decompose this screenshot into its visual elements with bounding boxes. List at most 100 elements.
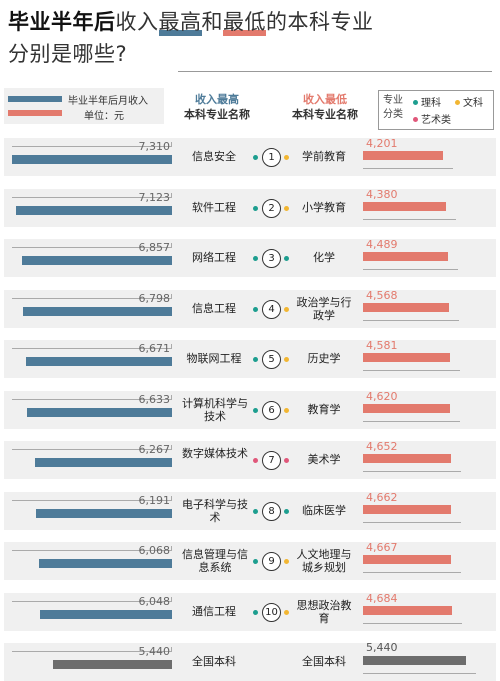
category-humanities: 文科 <box>455 94 483 109</box>
lowest-major-name: 历史学 <box>307 352 341 365</box>
legend-swatch-blue <box>8 96 62 102</box>
right-bar <box>363 353 450 362</box>
title-line2: 分别是哪些? <box>8 42 128 66</box>
lowest-major-name: 思想政治教育 <box>296 598 352 625</box>
left-guide-tick <box>171 546 172 550</box>
chart-title: 毕业半年后收入最高和最低的本科专业 分别是哪些? <box>8 6 492 70</box>
left-guide-tick <box>171 243 172 247</box>
lowest-category-dot <box>284 407 289 413</box>
highest-major-name: 信息安全 <box>192 150 236 163</box>
right-bar <box>363 201 446 211</box>
lowest-category-dot <box>284 357 289 362</box>
science-dot-icon <box>413 100 418 105</box>
lowest-major-name: 教育学 <box>307 402 341 416</box>
lowest-major-name: 学前教育 <box>302 150 346 163</box>
header-lowest: 收入最低 本科专业名称 <box>280 92 370 122</box>
right-guide-line <box>363 420 461 422</box>
right-guide-line <box>363 269 458 270</box>
left-value-label: 6,798 <box>138 291 171 305</box>
title-part1: 收入 <box>115 10 159 34</box>
lowest-major-name: 小学教育 <box>302 200 346 214</box>
left-bar <box>26 407 172 417</box>
humanities-dot-icon <box>455 100 460 105</box>
left-guide-line <box>12 348 172 349</box>
right-bar <box>363 151 443 160</box>
left-bar <box>36 508 172 518</box>
left-value-label: 6,267 <box>138 443 171 456</box>
right-value-label: 4,201 <box>366 137 398 150</box>
left-guide-tick <box>171 293 172 298</box>
right-value-label: 4,581 <box>366 339 398 352</box>
right-guide-line <box>363 521 462 523</box>
highest-category-dot <box>253 306 258 312</box>
left-guide-line <box>12 499 172 501</box>
left-value-label: 7,310 <box>138 140 171 153</box>
left-guide-tick <box>171 192 172 197</box>
right-bar <box>363 302 450 312</box>
left-bar <box>52 660 172 669</box>
legend: 毕业半年后月收入 单位：元 <box>4 88 164 124</box>
title-highlight-lowest: 最低 <box>223 6 266 38</box>
left-bar <box>21 256 172 265</box>
right-guide-line <box>363 319 460 321</box>
left-guide-tick <box>171 445 172 449</box>
left-bar <box>39 609 172 619</box>
right-guide-line <box>363 218 456 220</box>
left-guide-line <box>12 398 172 400</box>
highest-category-dot <box>253 256 258 261</box>
right-guide-line <box>363 572 462 573</box>
header-highest: 收入最高 本科专业名称 <box>172 92 262 122</box>
category-humanities-label: 文科 <box>463 98 483 109</box>
header-lowest-title: 收入最低 <box>303 93 347 106</box>
rank-badge: 1 <box>262 148 281 167</box>
title-bold: 毕业半年后 <box>8 10 116 34</box>
right-bar <box>363 555 452 564</box>
arts-dot-icon <box>413 117 418 122</box>
right-bar <box>363 403 451 413</box>
left-value-label: 7,123 <box>138 190 171 204</box>
header-highest-title: 收入最高 <box>195 93 239 106</box>
rank-badge: 5 <box>262 350 281 369</box>
right-value-label: 4,620 <box>366 389 398 403</box>
highest-major-name: 数字媒体技术 <box>182 447 248 460</box>
category-arts-label: 艺术类 <box>421 115 451 126</box>
right-bar <box>363 252 448 261</box>
right-value-label: 4,662 <box>366 490 398 504</box>
highest-major-name: 计算机科学与技术 <box>182 396 248 423</box>
legend-swatch-red <box>8 110 62 116</box>
right-guide-line <box>363 471 462 472</box>
right-value-label: 4,667 <box>366 541 398 554</box>
left-guide-line <box>12 651 172 652</box>
right-value-label: 5,440 <box>366 641 398 654</box>
lowest-category-dot <box>284 205 289 211</box>
left-guide-line <box>12 247 172 248</box>
lowest-major-name: 临床医学 <box>302 503 346 517</box>
lowest-category-dot <box>284 155 289 160</box>
left-guide-tick <box>171 142 172 146</box>
left-bar <box>25 357 172 366</box>
left-bar <box>34 458 172 467</box>
left-guide-tick <box>171 495 172 500</box>
header-lowest-subtitle: 本科专业名称 <box>292 108 358 121</box>
title-highlight-highest: 最高 <box>158 6 202 38</box>
left-value-label: 6,671 <box>138 342 171 355</box>
right-guide-line <box>363 168 453 169</box>
legend-unit: 单位：元 <box>84 111 124 122</box>
category-science: 理科 <box>413 94 441 109</box>
lowest-category-dot <box>284 458 289 463</box>
lowest-category-dot <box>284 559 289 564</box>
title-part5: 的本科专业 <box>266 10 374 34</box>
highest-category-dot <box>253 609 258 615</box>
right-value-label: 4,568 <box>366 288 398 302</box>
lowest-major-name: 化学 <box>313 251 335 264</box>
rank-badge: 2 <box>262 198 281 218</box>
lowest-major-name: 人文地理与城乡规划 <box>296 548 352 574</box>
left-value-label: 5,440 <box>138 645 171 658</box>
left-bar <box>23 306 172 316</box>
lowest-category-dot <box>284 508 289 514</box>
right-bar <box>363 605 452 615</box>
category-legend-label: 专业分类 <box>383 95 403 120</box>
highest-major-name: 通信工程 <box>192 604 236 618</box>
left-guide-line <box>12 550 172 551</box>
highest-major-name: 电子科学与技术 <box>182 497 248 524</box>
